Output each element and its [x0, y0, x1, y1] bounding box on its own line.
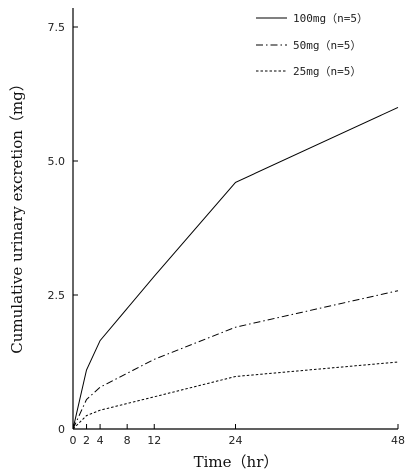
legend: 100mg（n=5） 50mg（n=5） 25mg（n=5） — [256, 12, 368, 78]
y-tick-label: 5.0 — [48, 155, 66, 168]
x-tick-label: 4 — [97, 434, 104, 447]
y-tick-label: 7.5 — [48, 21, 66, 34]
legend-label-2: 25mg（n=5） — [293, 65, 361, 78]
legend-label-0: 100mg（n=5） — [293, 12, 368, 25]
x-tick-label: 12 — [147, 434, 161, 447]
y-tick-label: 0 — [58, 423, 65, 436]
y-ticks: 0 2.5 5.0 7.5 — [48, 21, 78, 436]
x-ticks: 0 2 4 8 12 24 48 — [70, 424, 405, 447]
series-lines — [72, 106, 399, 430]
series-line-2 — [72, 361, 399, 430]
x-tick-label: 2 — [83, 434, 90, 447]
x-tick-label: 8 — [124, 434, 131, 447]
y-axis-title: Cumulative urinary excretion（mg） — [8, 76, 26, 353]
y-tick-label: 2.5 — [48, 289, 66, 302]
legend-label-1: 50mg（n=5） — [293, 39, 361, 52]
series-line-0 — [72, 106, 399, 430]
x-tick-label: 24 — [229, 434, 243, 447]
x-tick-label: 0 — [70, 434, 77, 447]
x-axis-title: Time（hr） — [194, 453, 279, 471]
x-tick-label: 48 — [391, 434, 405, 447]
series-line-1 — [72, 290, 399, 430]
